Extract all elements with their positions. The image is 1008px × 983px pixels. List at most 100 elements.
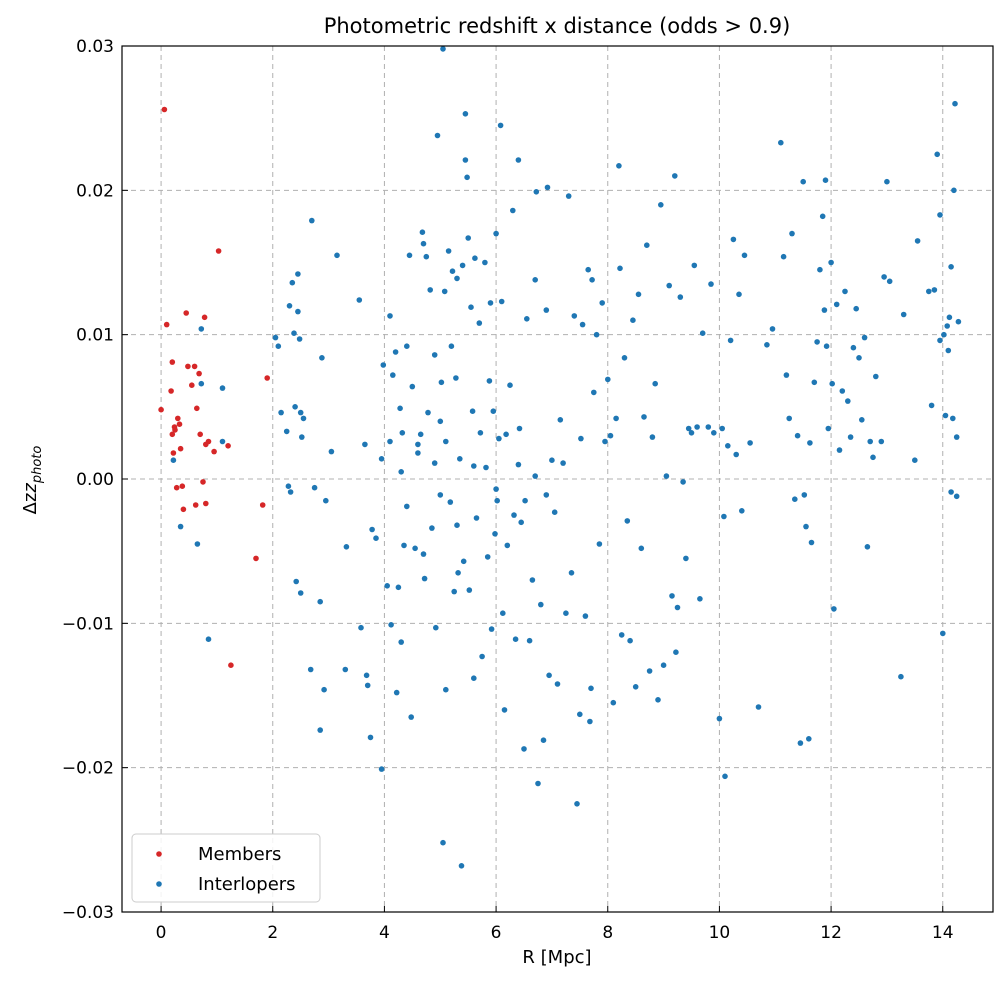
data-point-interlopers [311,484,318,491]
data-point-interlopers [521,746,527,752]
x-axis-title: R [Mpc] [522,947,591,968]
data-point-interlopers [577,711,583,718]
data-point-interlopers [833,301,840,308]
data-point-interlopers [853,305,859,312]
data-point-interlopers [515,461,522,468]
data-point-interlopers [822,177,829,183]
data-point-interlopers [484,554,491,560]
data-point-interlopers [780,253,787,260]
data-point-interlopers [453,375,459,381]
data-point-interlopers [928,402,935,409]
data-point-interlopers [328,448,335,455]
x-tick-label: 8 [602,923,613,943]
data-point-members [158,406,164,413]
data-point-interlopers [669,593,675,599]
data-point-interlopers [836,447,843,453]
data-point-members [169,359,176,365]
data-point-interlopers [170,457,177,464]
data-point-members [259,502,266,508]
data-point-members [194,405,200,412]
data-point-members [201,314,208,321]
data-point-interlopers [694,424,700,430]
data-point-interlopers [498,298,505,305]
data-point-interlopers [721,513,727,520]
data-point-interlopers [644,242,650,248]
data-point-interlopers [447,499,454,505]
data-point-interlopers [440,839,446,846]
data-point-interlopers [747,440,753,446]
data-point-interlopers [610,699,617,706]
data-point-interlopers [683,555,689,562]
data-point-interlopers [511,512,517,518]
data-point-interlopers [395,584,402,591]
data-point-interlopers [546,672,552,679]
data-point-interlopers [807,440,813,446]
data-point-interlopers [404,343,410,350]
data-point-interlopers [415,441,421,448]
data-point-interlopers [501,707,508,713]
data-point-interlopers [950,415,956,422]
data-point-interlopers [733,451,739,458]
data-point-interlopers [378,456,385,462]
data-point-interlopers [599,300,605,306]
data-point-interlopers [409,383,416,390]
data-point-interlopers [819,213,826,220]
data-point-interlopers [406,252,413,259]
data-point-interlopers [507,382,513,389]
data-point-members [200,479,206,485]
data-point-interlopers [544,184,551,191]
data-point-interlopers [953,493,960,500]
data-point-interlopers [387,438,393,445]
data-point-interlopers [466,587,473,593]
series-interlopers [170,46,962,869]
data-point-interlopers [289,279,296,286]
data-point-interlopers [323,497,329,504]
data-point-interlopers [881,274,887,280]
data-point-interlopers [388,622,394,628]
legend-marker-members [156,851,162,857]
data-point-interlopers [800,178,806,185]
data-point-interlopers [522,497,528,504]
data-point-interlopers [870,454,876,461]
data-point-interlopers [557,417,564,423]
data-point-interlopers [440,46,446,52]
data-point-interlopers [677,294,684,300]
data-point-members [197,431,203,438]
data-point-members [225,443,231,449]
data-point-interlopers [778,139,784,146]
data-point-members [185,363,191,370]
data-point-members [189,382,195,389]
data-point-interlopers [295,271,301,277]
data-point-interlopers [384,583,391,589]
y-tick-label: −0.03 [62,903,114,923]
data-point-interlopers [722,773,728,780]
data-point-interlopers [543,307,550,313]
data-point-interlopers [551,509,558,515]
data-point-interlopers [618,632,625,638]
data-point-interlopers [496,435,502,442]
data-point-interlopers [401,542,407,549]
data-point-interlopers [953,434,960,440]
data-point-interlopers [443,438,449,445]
data-point-interlopers [319,355,325,361]
data-point-interlopers [300,415,307,422]
data-point-interlopers [663,473,670,479]
data-point-members [169,431,176,438]
data-point-interlopers [535,780,541,787]
data-point-interlopers [850,344,857,351]
data-point-members [161,106,168,113]
data-point-interlopers [363,672,370,679]
data-point-interlopers [421,575,428,582]
data-point-interlopers [393,689,400,696]
data-point-interlopers [296,336,303,342]
data-point-interlopers [538,601,544,608]
data-point-members [183,310,189,316]
data-point-interlopers [278,409,284,416]
data-point-interlopers [454,522,460,528]
data-point-interlopers [582,613,589,619]
data-point-interlopers [398,469,405,475]
data-point-members [177,445,184,452]
data-point-interlopers [272,334,279,341]
